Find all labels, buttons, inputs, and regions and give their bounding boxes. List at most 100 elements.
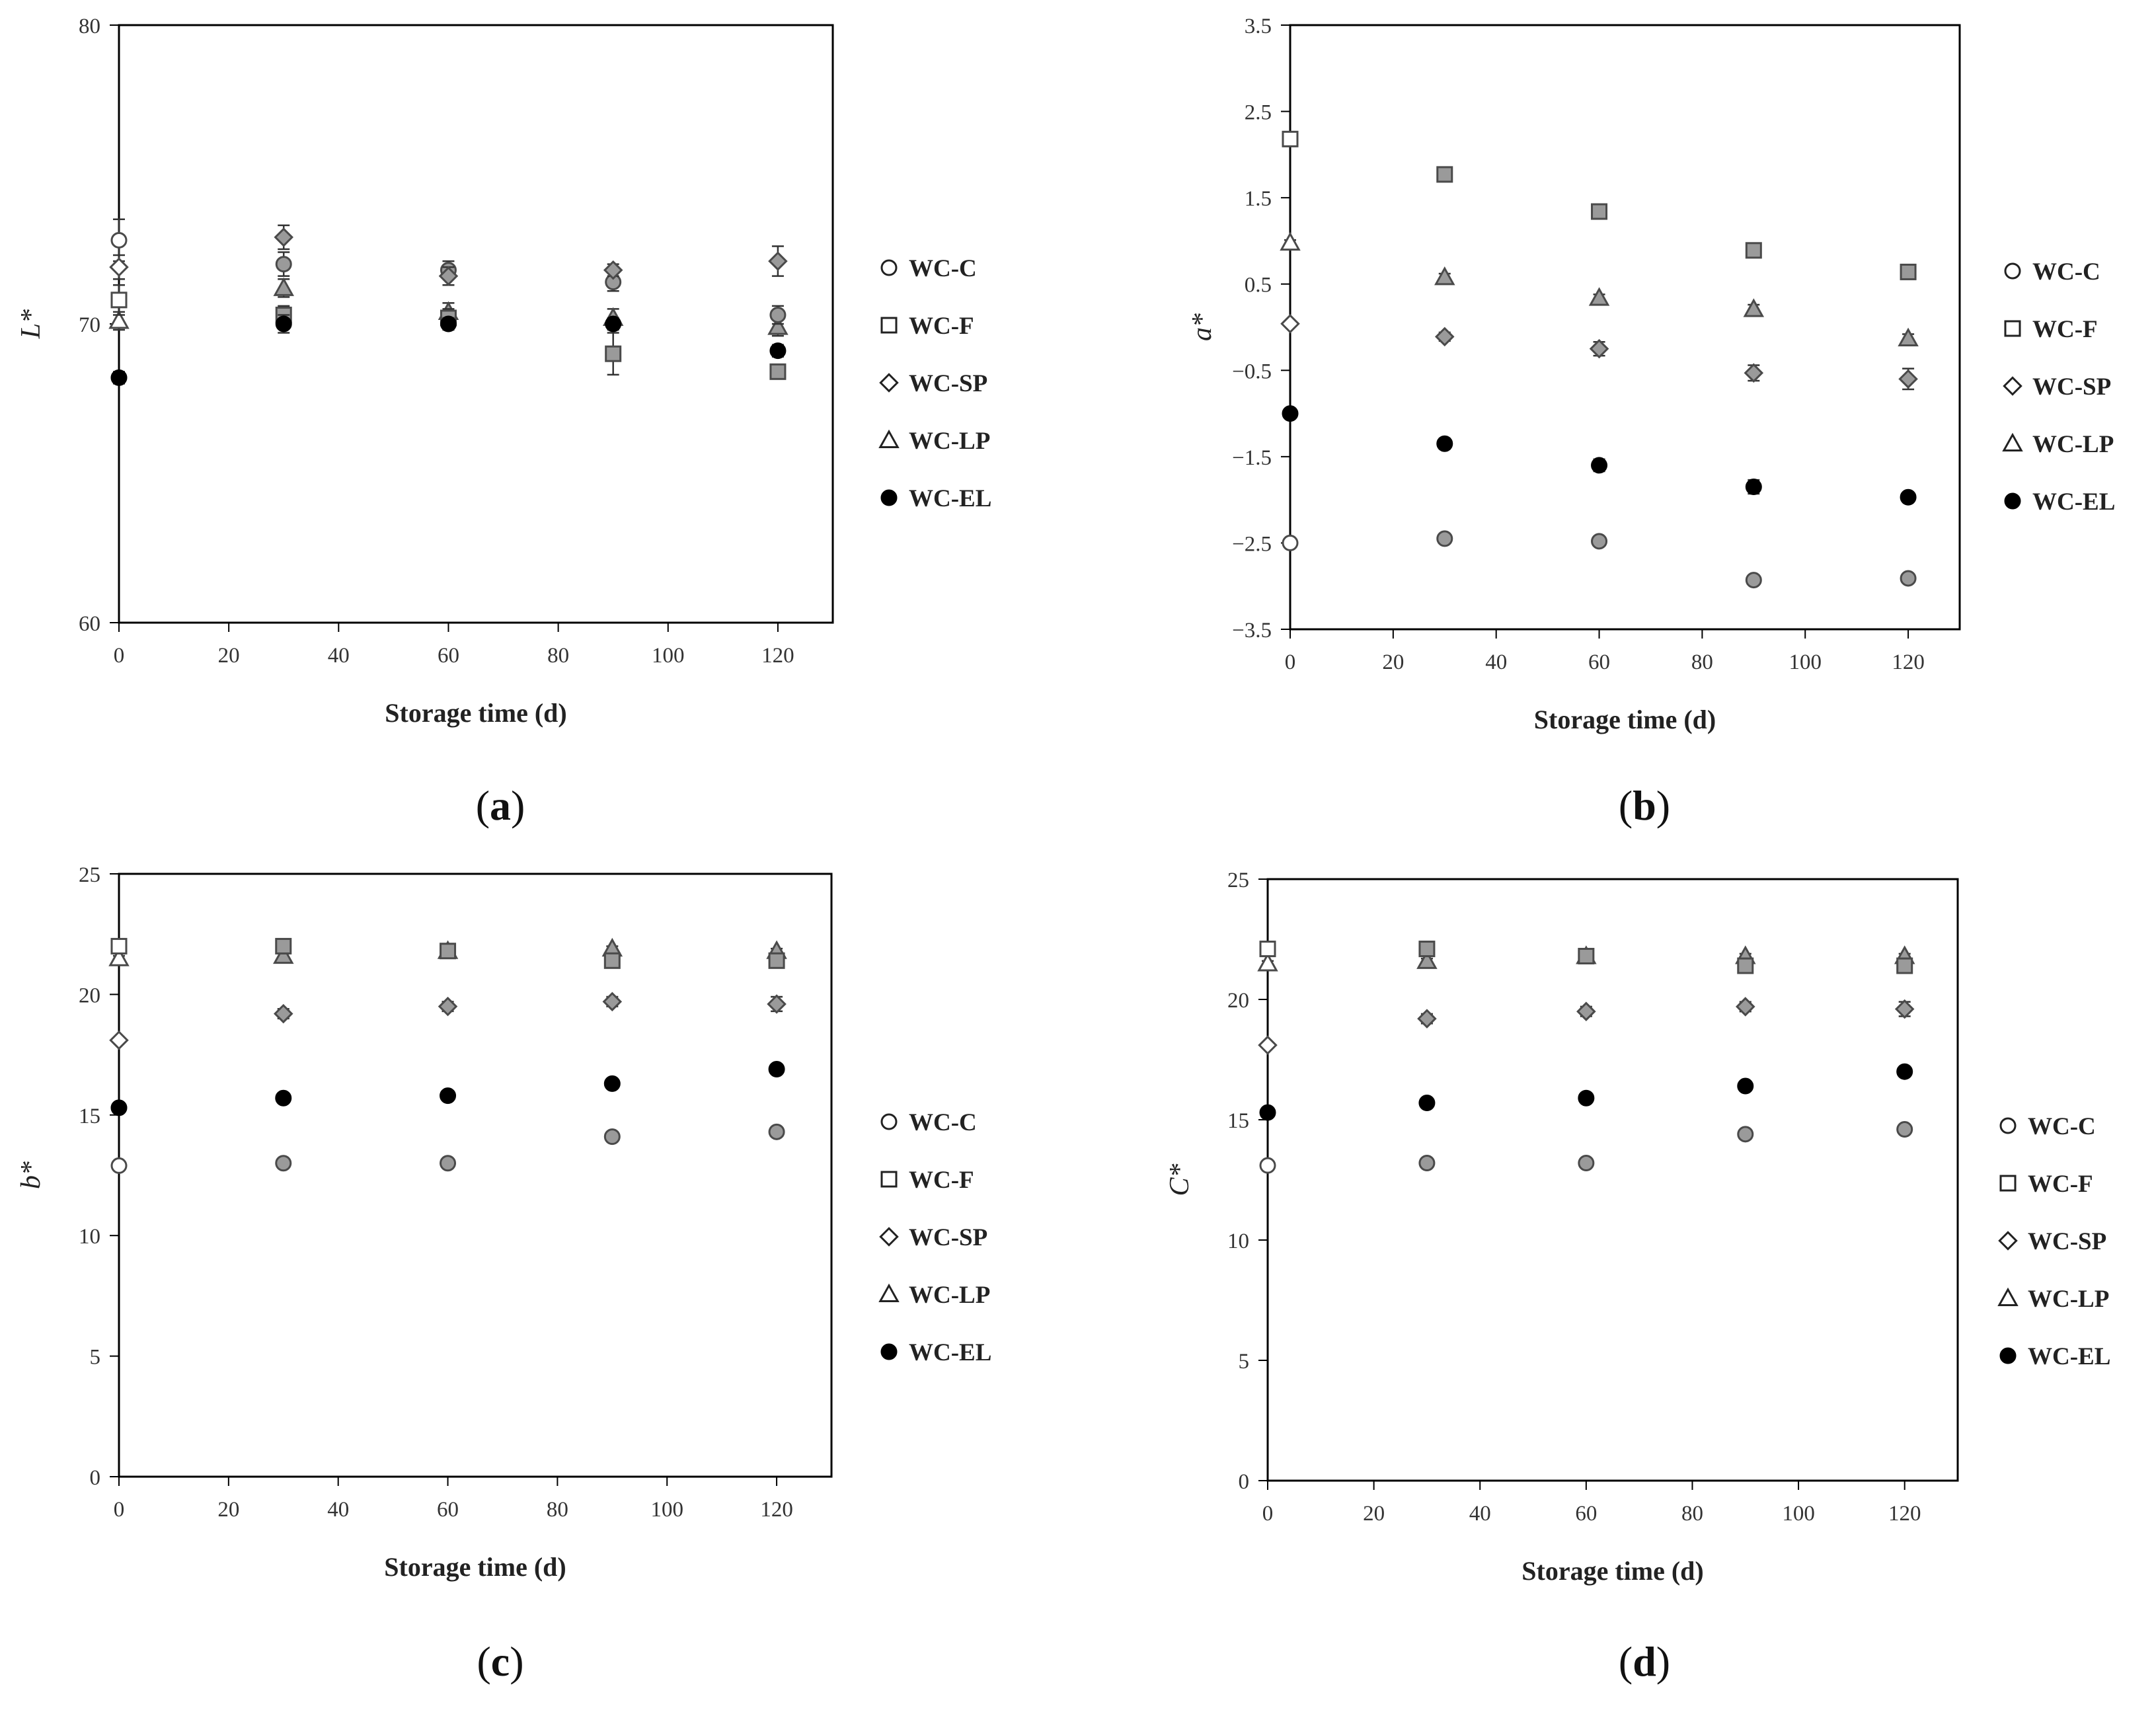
y-axis-title: a* [1187,313,1217,341]
data-point [1896,1121,1913,1138]
data-point [438,266,459,286]
x-tick-label: 100 [652,644,685,668]
data-point [1745,479,1762,496]
legend-label: WC-SP [2028,1228,2106,1255]
legend-marker [1997,1287,2019,1307]
series-wc-c [110,218,787,325]
data-point [1576,1001,1596,1021]
legend-marker [2003,376,2022,396]
x-tick-label: 0 [1262,1502,1274,1526]
panel-a: 0 20 40 60 80 100 120 60 70 80 Storage time (d) L* W… [16,15,991,829]
legend-label: WC-EL [909,1339,991,1366]
series-wc-c [110,1123,785,1174]
legend-marker [878,1283,900,1303]
legend-label: WC-LP [2032,431,2114,458]
legend-label: WC-SP [909,370,987,397]
panel-caption: (b) [1619,782,1670,829]
legend-marker [880,259,898,276]
y-tick-label: −3.5 [1232,619,1272,642]
legend-marker [880,1171,898,1188]
data-point [1744,363,1764,383]
data-point [109,257,129,277]
x-tick-label: 120 [761,644,794,668]
data-point [1743,298,1765,317]
series-wc-sp [109,992,787,1050]
data-point [603,260,623,280]
legend-label: WC-EL [909,485,991,512]
y-tick-label: 80 [79,15,100,38]
x-tick-label: 100 [650,1498,683,1522]
data-point [1589,338,1609,359]
data-point [1591,533,1608,550]
data-point [1737,1126,1754,1143]
data-point [1896,957,1913,974]
y-tick-label: −1.5 [1232,446,1272,470]
data-point [1578,947,1595,964]
data-point [275,1089,292,1107]
x-tick-label: 120 [1892,650,1925,674]
data-point [605,315,622,332]
data-point [605,345,622,362]
data-point [1258,1035,1278,1055]
y-tick-label: 2.5 [1245,101,1272,125]
data-point [440,943,457,960]
legend-marker [1999,1175,2017,1192]
data-point [1282,534,1299,551]
data-point [1591,203,1608,220]
x-axis-title: Storage time (d) [385,698,566,728]
data-point [769,306,787,323]
legend-label: WC-C [2032,258,2100,286]
panel-c: 0 20 40 60 80 100 120 0 5 10 15 20 25 Storage time (d… [16,863,991,1685]
legend-marker [879,1227,899,1247]
data-point [603,1075,621,1092]
data-point [769,363,787,380]
y-axis-title: b* [16,1161,46,1189]
y-tick-label: 25 [1227,869,1249,892]
data-point [110,1099,128,1116]
data-point [438,996,458,1017]
data-point [110,1157,128,1174]
y-tick-label: −0.5 [1232,360,1272,383]
series-wc-c [1259,1121,1913,1174]
legend: WC-C WC-F WC-SP WC-LP WC-EL [878,1109,991,1366]
legend-label: WC-EL [2032,488,2115,516]
legend-label: WC-F [2028,1171,2093,1198]
data-point [275,315,292,332]
x-tick-label: 120 [760,1498,793,1522]
series-wc-el [1259,1063,1913,1121]
data-point [440,1087,457,1105]
data-point [1434,327,1455,347]
legend: WC-C WC-F WC-SP WC-LP WC-EL [878,255,991,512]
legend-marker [1998,1231,2018,1251]
legend-marker [880,317,898,334]
x-tick-label: 60 [1588,650,1610,674]
legend-label: WC-F [909,1167,974,1194]
data-point [1259,941,1276,958]
data-point [1259,1157,1276,1174]
legend-label: WC-EL [2028,1343,2110,1370]
data-point [275,1155,292,1172]
legend-marker [2004,262,2021,280]
x-tick-label: 100 [1782,1502,1815,1526]
y-axis-title: C* [1165,1163,1195,1196]
data-point [1259,1104,1276,1121]
legend: WC-C WC-F WC-SP WC-LP WC-EL [2002,258,2115,516]
data-point [1900,570,1917,587]
data-point [602,992,623,1012]
data-point [1745,572,1762,589]
y-tick-label: 0 [1239,1470,1250,1494]
y-tick-label: 10 [1227,1229,1249,1253]
data-point [1257,953,1278,972]
y-tick-label: 10 [79,1225,100,1249]
data-point [768,1060,785,1077]
x-tick-label: 60 [437,1498,459,1522]
legend-label: WC-F [2032,316,2098,343]
panel-caption: (a) [476,782,525,829]
data-point [108,947,130,966]
data-point [768,1123,785,1140]
data-point [1588,287,1610,306]
x-tick-label: 20 [218,644,240,668]
x-tick-label: 20 [1363,1502,1385,1526]
x-tick-label: 100 [1789,650,1822,674]
